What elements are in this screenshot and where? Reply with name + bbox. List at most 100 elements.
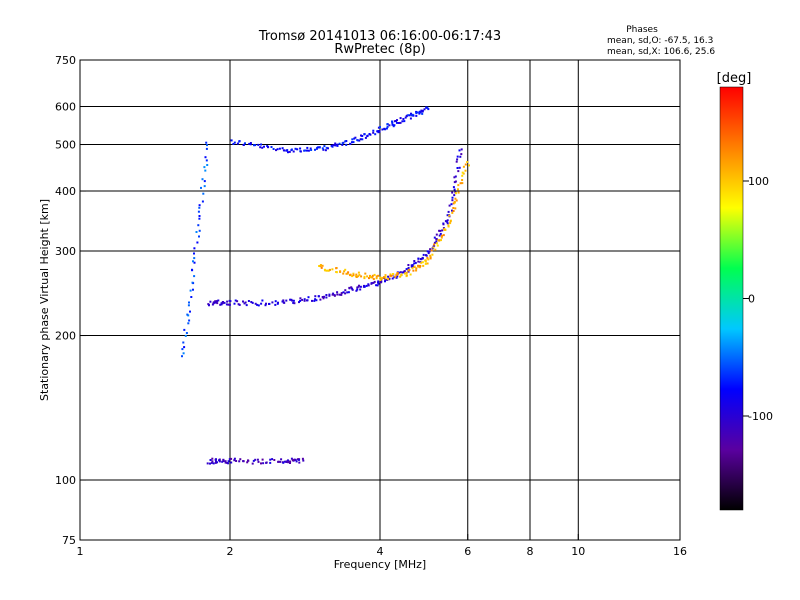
data-point [418,110,421,113]
data-point [208,304,210,307]
data-point [409,273,412,276]
data-point [451,196,454,199]
data-point [303,298,306,301]
data-point [198,217,201,220]
data-point [454,175,457,178]
data-point [417,257,420,260]
data-point [354,136,357,139]
data-point [292,299,295,302]
data-point [233,141,236,144]
trace-o-mode-lower-f-trace [207,148,463,307]
data-point [351,288,354,291]
data-point [451,199,454,202]
data-point [426,256,429,259]
chart-title: Tromsø 20141013 06:16:00-06:17:43 [258,29,501,44]
phases-o-stats: mean, sd,O: -67.5, 16.3 [607,36,713,46]
data-point [254,458,257,461]
data-point [325,146,328,149]
data-point [422,253,425,256]
data-point [393,120,396,123]
trace-x-mode-trace [318,161,470,281]
data-point [204,169,207,172]
data-point [290,148,293,151]
data-point [185,332,188,334]
data-point [455,160,458,163]
data-point [436,244,439,247]
data-point [327,147,329,150]
data-point [256,303,259,306]
data-point [361,138,364,141]
data-point [280,458,283,461]
data-point [420,109,423,112]
data-point [261,146,264,149]
data-point [411,265,414,268]
data-point [222,459,225,462]
data-point [301,457,304,460]
data-point [207,303,210,306]
data-point [415,267,418,270]
data-point [230,457,233,460]
data-point [233,302,236,305]
data-point [379,276,382,279]
data-point [413,265,416,268]
y-tick-label: 750 [55,54,76,67]
data-point [396,121,398,124]
data-point [424,260,427,263]
data-point [249,143,252,146]
data-point [218,459,220,462]
data-point [282,461,285,464]
data-point [439,232,442,235]
data-point [325,296,328,299]
y-tick-label: 100 [55,474,76,487]
data-point [429,257,432,260]
data-point [238,460,241,463]
data-point [446,222,449,225]
data-point [233,457,236,460]
data-point [364,136,367,139]
data-point [422,264,425,267]
data-point [336,143,339,146]
data-point [238,140,241,143]
data-point [223,301,226,304]
data-point [299,150,302,153]
data-point [457,170,460,173]
data-point [357,275,360,278]
chart-subtitle: RwPretec (8p) [334,42,425,57]
data-point [318,265,321,267]
data-point [219,303,222,306]
data-point [339,270,342,273]
data-point [216,300,218,303]
data-point [439,229,442,232]
data-point [201,200,204,203]
data-point [457,191,460,194]
data-point [333,294,336,297]
data-point [344,268,347,271]
data-point [464,163,467,166]
data-point [288,150,291,153]
y-tick-label: 600 [55,101,76,114]
data-point [329,268,331,271]
data-point [396,119,398,122]
data-point [410,112,412,115]
colorbar-ticks: 100 0 -100 [743,175,773,423]
phases-title: Phases [626,25,658,35]
data-point [393,124,396,127]
data-point [435,233,438,236]
data-point [394,275,397,278]
data-point [421,257,424,260]
data-point [377,126,380,129]
data-point [267,146,269,149]
data-point [287,461,290,464]
data-point [433,243,436,246]
data-point [411,113,414,116]
data-point [313,299,316,302]
data-point [377,131,380,134]
data-point [447,210,450,213]
data-point [387,275,390,278]
data-point [198,206,201,209]
data-point [384,277,387,280]
data-point [271,301,274,304]
data-point [347,291,350,294]
data-point [411,267,414,270]
data-point [402,271,404,274]
